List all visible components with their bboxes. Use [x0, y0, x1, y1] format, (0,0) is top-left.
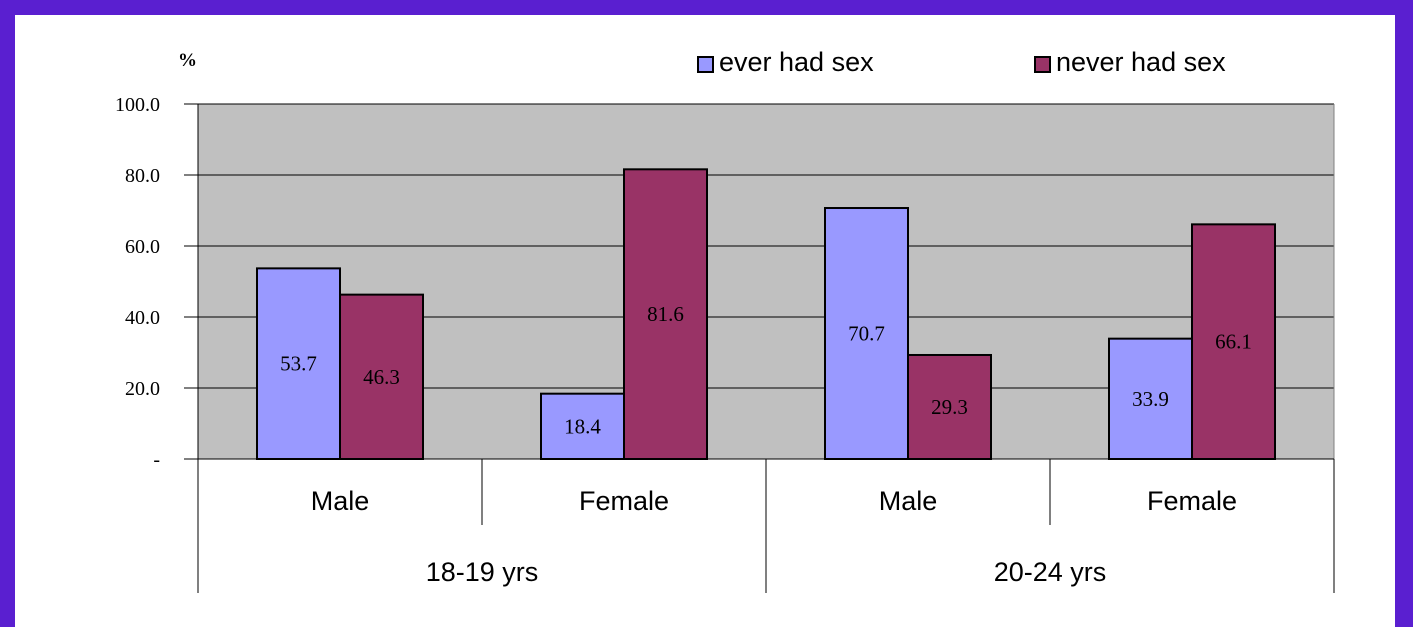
x-group-label: 20-24 yrs: [994, 557, 1107, 587]
bar-value-label: 70.7: [848, 322, 885, 346]
bar-value-label: 33.9: [1132, 387, 1169, 411]
y-tick-label: 80.0: [125, 165, 160, 187]
x-group-label: 18-19 yrs: [426, 557, 539, 587]
legend-label: ever had sex: [719, 47, 874, 77]
bar-value-label: 46.3: [363, 365, 400, 389]
bar-chart: 53.7 46.3 18.4 81.6 70.7 29.3 33.9 66.1 - 20.0 40…: [115, 47, 1335, 593]
bar-value-label: 29.3: [931, 395, 968, 419]
y-tick-label: 40.0: [125, 307, 160, 329]
bar: [907, 353, 992, 460]
slide: 53.7 46.3 18.4 81.6 70.7 29.3 33.9 66.1 - 20.0 40…: [15, 15, 1395, 627]
legend: ever had sex never had sex: [697, 47, 1226, 77]
legend-swatch: [697, 56, 714, 73]
bar-value-label: 53.7: [280, 352, 317, 376]
y-tick-label: 20.0: [125, 378, 160, 400]
legend-label: never had sex: [1056, 47, 1226, 77]
x-tick-label: Female: [579, 486, 669, 516]
bar: [1191, 223, 1276, 460]
bar-value-label: 18.4: [564, 414, 601, 438]
bar-value-label: 66.1: [1215, 330, 1252, 354]
legend-swatch: [1034, 56, 1051, 73]
y-axis-label: %: [178, 50, 197, 71]
bar: [623, 168, 708, 460]
y-axis-ticks: - 20.0 40.0 60.0 80.0 100.0: [115, 94, 199, 471]
bar: [824, 207, 909, 460]
x-tick-label: Male: [311, 486, 370, 516]
y-tick-label: -: [153, 449, 160, 471]
bars: 53.7 46.3 18.4 81.6 70.7 29.3 33.9 66.1: [256, 168, 1276, 461]
x-tick-label: Female: [1147, 486, 1237, 516]
y-tick-label: 100.0: [115, 94, 160, 116]
y-tick-label: 60.0: [125, 236, 160, 258]
x-axis: Male Female Male Female 18-19 yrs 20-24 yrs: [197, 458, 1335, 593]
x-tick-label: Male: [879, 486, 938, 516]
bar-value-label: 81.6: [647, 302, 684, 326]
